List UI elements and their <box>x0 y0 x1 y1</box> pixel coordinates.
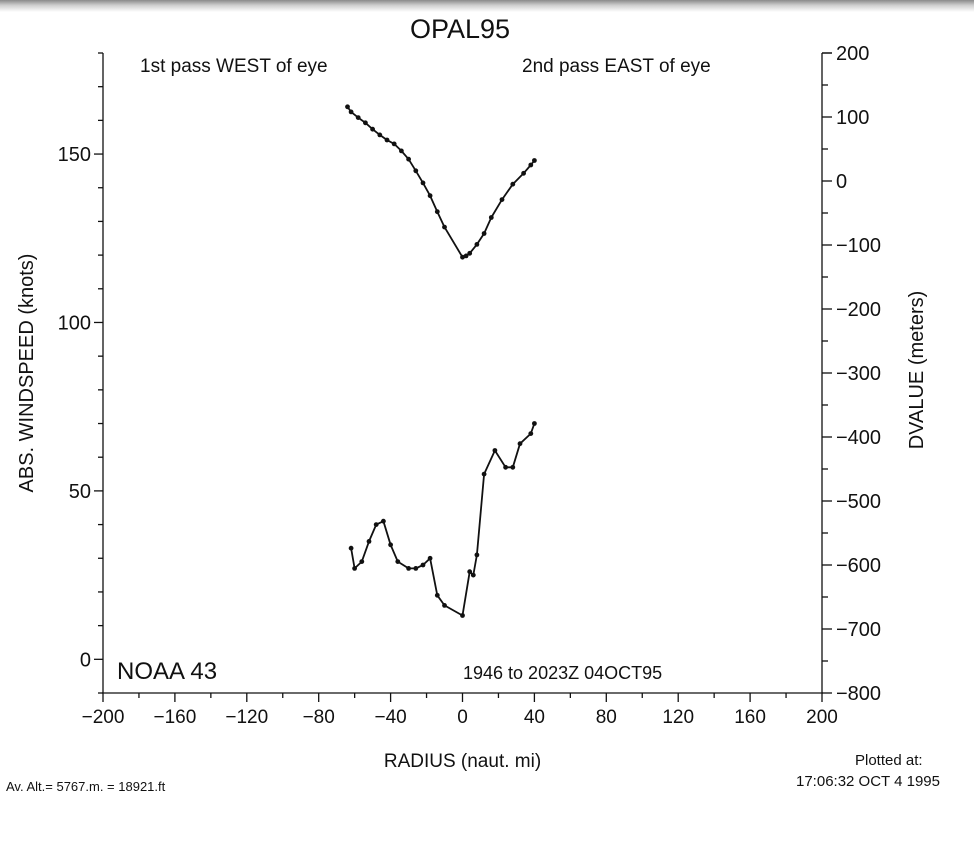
x-tick-label: 80 <box>596 707 617 728</box>
data-point <box>348 109 354 115</box>
annotation-east-pass: 2nd pass EAST of eye <box>522 56 711 77</box>
right-tick-label: 100 <box>836 107 869 129</box>
chart-title: OPAL95 <box>409 14 511 44</box>
data-point <box>510 181 516 187</box>
data-point <box>492 448 498 453</box>
plotted-label: Plotted at: <box>855 752 923 769</box>
left-y-axis-label: ABS. WINDSPEED (knots) <box>16 254 38 493</box>
data-point <box>470 572 476 578</box>
data-point <box>388 542 393 548</box>
right-tick-label: −300 <box>836 363 881 385</box>
plotted-time: 17:06:32 OCT 4 1995 <box>796 773 940 790</box>
data-point <box>532 158 537 163</box>
data-point <box>510 464 516 470</box>
data-point <box>528 431 534 436</box>
data-point <box>499 197 505 203</box>
data-point <box>345 104 350 110</box>
data-point <box>460 613 465 618</box>
data-point <box>377 132 383 138</box>
data-point <box>434 209 440 215</box>
data-point <box>463 253 469 259</box>
right-tick-label: 200 <box>836 43 869 65</box>
data-point <box>359 559 365 564</box>
x-tick-label: −80 <box>303 707 335 728</box>
data-point <box>366 539 372 544</box>
data-point <box>481 471 487 477</box>
annotation-time-range: 1946 to 2023Z 04OCT95 <box>463 663 662 683</box>
x-tick-label: 120 <box>662 707 694 728</box>
x-tick-label: 200 <box>806 707 838 728</box>
right-tick-label: 0 <box>836 171 847 193</box>
x-tick-label: −160 <box>154 707 197 728</box>
series-dvalue <box>345 104 537 260</box>
data-point <box>528 162 534 168</box>
data-point <box>355 115 361 120</box>
data-point <box>532 421 537 426</box>
data-point <box>474 242 480 247</box>
x-tick-label: 0 <box>457 707 468 728</box>
data-point <box>427 555 433 561</box>
right-tick-label: −200 <box>836 299 881 321</box>
data-point <box>467 250 473 256</box>
data-point <box>517 441 523 447</box>
data-point <box>413 566 419 571</box>
data-point <box>413 168 419 174</box>
left-tick-label: 0 <box>80 649 91 671</box>
series-line <box>350 423 536 617</box>
data-point <box>373 522 379 527</box>
data-point <box>474 552 480 558</box>
right-tick-label: −700 <box>836 619 881 641</box>
data-point <box>521 170 526 176</box>
data-point <box>381 518 386 524</box>
x-tick-label: −200 <box>82 707 125 728</box>
data-point <box>348 545 354 551</box>
data-point <box>427 193 433 199</box>
data-point <box>406 156 411 162</box>
data-point <box>467 569 473 575</box>
data-point <box>503 464 508 470</box>
left-tick-label: 150 <box>58 144 91 166</box>
data-point <box>460 254 465 260</box>
right-tick-label: −500 <box>836 491 881 513</box>
left-tick-label: 100 <box>58 312 91 334</box>
series-windspeed <box>348 421 537 618</box>
right-tick-label: −400 <box>836 427 881 449</box>
series-line <box>346 106 536 259</box>
right-y-axis-label: DVALUE (meters) <box>906 291 928 450</box>
altitude-note: Av. Alt.= 5767.m. = 18921.ft <box>6 779 166 794</box>
data-point <box>442 603 447 608</box>
x-tick-label: −120 <box>225 707 268 728</box>
data-point <box>370 126 375 132</box>
x-axis-label: RADIUS (naut. mi) <box>384 751 541 772</box>
data-point <box>395 559 401 564</box>
data-point <box>399 148 404 154</box>
data-point <box>406 566 411 571</box>
data-point <box>363 120 368 126</box>
data-point <box>352 566 357 571</box>
data-point <box>420 562 426 568</box>
data-point <box>488 215 494 220</box>
x-tick-label: 40 <box>524 707 545 728</box>
right-tick-label: −100 <box>836 235 881 257</box>
x-tick-label: 160 <box>734 707 766 728</box>
data-point <box>481 231 487 236</box>
data-point <box>391 141 397 147</box>
scan-edge <box>0 0 974 12</box>
x-tick-label: −40 <box>374 707 406 728</box>
left-tick-label: 50 <box>69 481 91 503</box>
right-tick-label: −600 <box>836 555 881 577</box>
annotation-aircraft: NOAA 43 <box>117 658 217 685</box>
data-point <box>384 137 390 143</box>
data-point <box>420 180 426 186</box>
data-point <box>442 224 447 230</box>
right-tick-label: −800 <box>836 683 881 705</box>
data-point <box>434 592 440 598</box>
annotation-west-pass: 1st pass WEST of eye <box>140 56 328 77</box>
